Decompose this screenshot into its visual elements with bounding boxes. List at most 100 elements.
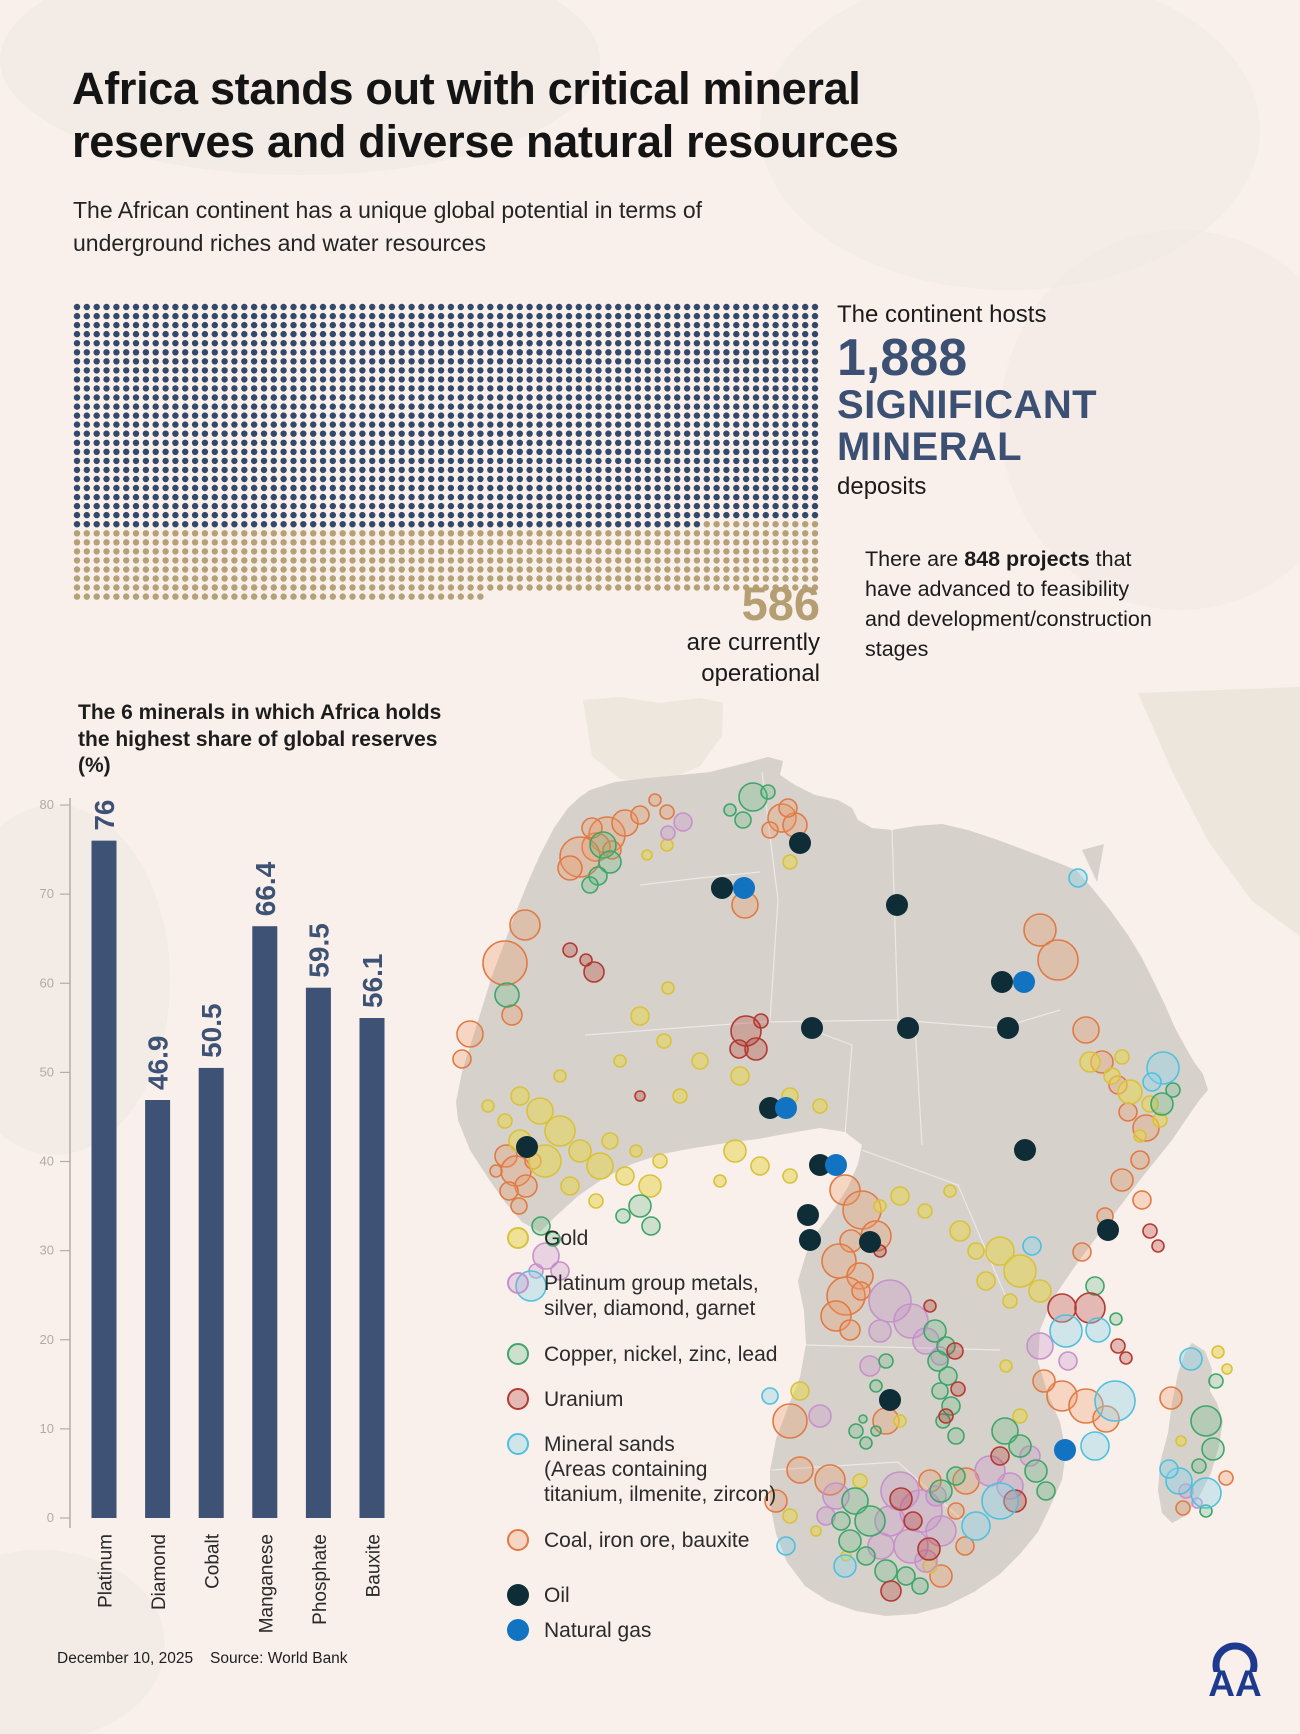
- deposit-dot: [792, 412, 799, 419]
- deposit-uranium: [562, 942, 578, 958]
- deposit-dot: [752, 430, 760, 437]
- deposit-dot: [546, 421, 553, 428]
- operational-dot: [575, 539, 582, 546]
- deposit-dot: [506, 367, 514, 374]
- operational-dot: [437, 557, 445, 564]
- deposit-dot: [713, 403, 720, 410]
- deposit-dot: [782, 330, 789, 338]
- operational-dot: [113, 566, 120, 573]
- deposit-dot: [615, 448, 622, 455]
- deposit-dot: [703, 493, 710, 501]
- deposit-copper-nickel-zinc-lead: [848, 1423, 864, 1439]
- deposit-dot: [811, 448, 819, 455]
- operational-dot: [191, 593, 199, 600]
- operational-dot: [683, 539, 691, 546]
- deposit-dot: [556, 521, 563, 528]
- operational-dot: [752, 521, 760, 528]
- deposit-dot: [250, 367, 258, 374]
- deposit-dot: [162, 457, 169, 465]
- deposit-dot: [172, 385, 179, 392]
- bar-category-label: Manganese: [256, 1534, 277, 1633]
- deposit-dot: [565, 493, 573, 501]
- deposit-dot: [132, 466, 140, 474]
- operational-dot: [674, 575, 681, 582]
- deposit-dot: [349, 421, 356, 428]
- operational-dot: [83, 584, 91, 591]
- deposit-dot: [191, 330, 199, 338]
- deposit-dot: [733, 466, 740, 474]
- deposit-dot: [467, 312, 474, 320]
- operational-dot: [103, 575, 110, 582]
- deposit-coal-iron-bauxite: [482, 940, 528, 986]
- deposit-dot: [595, 349, 602, 356]
- deposit-dot: [605, 448, 612, 455]
- operational-dot: [152, 584, 159, 591]
- deposit-dot: [378, 511, 386, 519]
- deposit-dot: [191, 457, 199, 465]
- deposit-dot: [191, 412, 199, 419]
- deposit-dot: [487, 493, 494, 501]
- operational-count: 586: [741, 577, 820, 630]
- deposit-dot: [447, 511, 455, 519]
- deposit-dot: [250, 521, 258, 528]
- deposit-dot: [123, 394, 130, 401]
- operational-dot: [546, 539, 553, 546]
- deposit-dot: [615, 321, 622, 329]
- deposit-dot: [683, 493, 691, 501]
- deposit-dot: [565, 475, 573, 483]
- deposit-dot: [683, 439, 691, 446]
- deposit-dot: [182, 403, 189, 410]
- operational-dot: [782, 530, 789, 537]
- deposit-stat-block: The continent hosts 1,888 SIGNIFICANT MI…: [837, 301, 1097, 501]
- deposit-oil: [997, 1017, 1019, 1039]
- deposit-dot: [319, 367, 327, 374]
- deposit-dot: [595, 475, 602, 483]
- deposit-dot: [113, 321, 120, 329]
- deposit-dot: [506, 439, 514, 446]
- deposit-platinum-group: [660, 825, 676, 841]
- deposit-dot: [103, 421, 110, 428]
- deposit-dot: [329, 475, 336, 483]
- operational-label-line2: operational: [701, 660, 820, 688]
- deposit-dot: [300, 330, 307, 338]
- deposit-gold: [985, 1236, 1015, 1266]
- deposit-dot: [172, 412, 179, 419]
- deposit-dot: [260, 430, 268, 437]
- deposit-dot: [565, 340, 573, 347]
- deposit-dot: [132, 511, 140, 519]
- deposit-dot: [634, 475, 642, 483]
- deposit-dot: [536, 358, 543, 365]
- deposit-dot: [506, 466, 514, 474]
- deposit-dot: [83, 312, 91, 320]
- deposit-gold: [943, 1184, 957, 1198]
- deposit-dot: [142, 457, 150, 465]
- operational-dot: [585, 548, 592, 555]
- operational-dot: [565, 548, 573, 555]
- operational-dot: [595, 575, 602, 582]
- deposit-dot: [802, 421, 809, 428]
- operational-dot: [83, 566, 91, 573]
- deposit-dot: [378, 312, 386, 320]
- deposit-dot: [772, 358, 779, 365]
- deposit-dot: [113, 394, 120, 401]
- operational-dot: [83, 539, 91, 546]
- deposit-dot: [496, 321, 504, 329]
- deposit-dot: [290, 439, 297, 446]
- deposit-dot: [565, 367, 573, 374]
- deposit-gold: [1002, 1293, 1018, 1309]
- deposit-dot: [654, 475, 661, 483]
- deposit-dot: [398, 403, 405, 410]
- deposit-dot: [93, 303, 100, 311]
- deposit-dot: [447, 421, 455, 428]
- deposit-dot: [772, 439, 779, 446]
- deposit-dot: [280, 349, 287, 356]
- operational-dot: [290, 548, 297, 555]
- deposit-dot: [516, 349, 523, 356]
- deposit-dot: [231, 475, 238, 483]
- deposit-dot: [250, 448, 258, 455]
- deposit-dot: [703, 457, 710, 465]
- deposit-dot: [113, 312, 120, 320]
- deposit-dot: [369, 412, 376, 419]
- deposit-dot: [654, 303, 661, 311]
- operational-dot: [428, 566, 435, 573]
